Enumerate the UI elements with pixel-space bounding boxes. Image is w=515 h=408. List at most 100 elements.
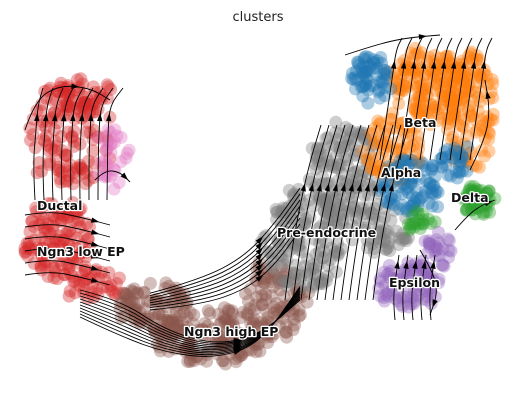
cell-point bbox=[433, 72, 447, 86]
stream-arrow bbox=[440, 60, 447, 69]
stream-arrow bbox=[52, 113, 58, 122]
cell-point bbox=[333, 193, 347, 207]
cell-point bbox=[426, 179, 440, 193]
cell-point bbox=[335, 242, 349, 256]
cell-point bbox=[409, 81, 423, 95]
cell-point bbox=[482, 132, 496, 146]
cell-point bbox=[480, 110, 494, 124]
cell-point bbox=[431, 200, 445, 214]
cell-point bbox=[333, 141, 347, 155]
cell-point bbox=[67, 275, 81, 289]
cell-point bbox=[399, 182, 413, 196]
cell-point bbox=[221, 303, 235, 317]
cell-point bbox=[106, 285, 120, 299]
cell-point bbox=[432, 236, 446, 250]
cell-point bbox=[414, 46, 428, 60]
cell-point bbox=[423, 277, 436, 291]
cell-point bbox=[300, 265, 314, 279]
cell-point bbox=[226, 315, 240, 329]
cell-point bbox=[54, 175, 68, 189]
cell-point bbox=[170, 315, 184, 329]
stream-arrow bbox=[70, 113, 76, 122]
streamline bbox=[24, 236, 111, 250]
cell-point bbox=[212, 307, 226, 321]
cell-point bbox=[404, 199, 418, 213]
cell-point bbox=[389, 162, 403, 176]
cell-point bbox=[288, 318, 301, 332]
cell-point bbox=[341, 207, 355, 221]
cell-point bbox=[430, 233, 443, 247]
cell-point bbox=[388, 80, 402, 94]
cell-point bbox=[67, 124, 81, 138]
cell-point bbox=[155, 313, 169, 327]
cell-point bbox=[370, 135, 384, 149]
cell-point bbox=[399, 211, 413, 225]
cell-point bbox=[124, 284, 138, 298]
cell-point bbox=[442, 250, 456, 264]
cell-point bbox=[122, 143, 136, 157]
cell-point bbox=[273, 276, 287, 290]
cell-point bbox=[356, 174, 369, 187]
cell-point bbox=[60, 97, 74, 111]
cell-point bbox=[95, 265, 109, 279]
cell-point bbox=[421, 212, 435, 226]
cell-point bbox=[108, 123, 122, 137]
cell-point bbox=[40, 255, 53, 269]
cell-point bbox=[331, 132, 345, 146]
cell-point bbox=[467, 65, 481, 79]
cell-point bbox=[171, 319, 185, 333]
cell-point bbox=[160, 313, 174, 327]
cell-point bbox=[32, 244, 46, 258]
cell-point bbox=[165, 327, 179, 341]
cell-point bbox=[391, 87, 405, 101]
cell-point bbox=[463, 51, 477, 65]
cell-point bbox=[49, 233, 63, 246]
cell-point bbox=[112, 287, 126, 300]
cell-point bbox=[393, 161, 407, 175]
cell-point bbox=[74, 105, 87, 119]
cell-point bbox=[181, 320, 195, 334]
cell-point bbox=[198, 317, 212, 330]
cell-point bbox=[219, 328, 233, 342]
cell-point bbox=[380, 68, 393, 82]
cell-point bbox=[465, 109, 478, 123]
cell-point bbox=[407, 66, 421, 79]
cell-point bbox=[131, 287, 145, 301]
cell-point bbox=[425, 185, 438, 199]
cell-point bbox=[381, 139, 395, 153]
cell-point bbox=[312, 188, 326, 202]
cell-point bbox=[186, 317, 200, 331]
cell-point bbox=[309, 157, 323, 171]
cell-point bbox=[124, 294, 138, 308]
cell-point bbox=[439, 150, 452, 164]
cell-point bbox=[18, 244, 32, 258]
cell-point bbox=[310, 149, 324, 163]
streamline bbox=[149, 229, 301, 311]
cluster-label-ngn3-high-ep: Ngn3 high EP bbox=[184, 324, 278, 339]
cell-point bbox=[407, 203, 421, 216]
cell-point bbox=[397, 178, 411, 191]
cell-point bbox=[434, 152, 448, 166]
cell-point bbox=[410, 70, 424, 84]
cell-point bbox=[49, 93, 63, 106]
cell-point bbox=[431, 242, 445, 256]
cell-point bbox=[414, 93, 428, 107]
streamline bbox=[149, 205, 301, 301]
cell-point bbox=[47, 271, 61, 285]
cell-point bbox=[390, 224, 403, 238]
cell-point bbox=[369, 176, 383, 190]
cell-point bbox=[453, 166, 467, 180]
cell-point bbox=[163, 315, 177, 329]
cell-point bbox=[439, 76, 453, 90]
cell-point bbox=[455, 149, 469, 163]
streamline bbox=[79, 295, 301, 348]
cell-point bbox=[472, 190, 486, 204]
cell-point bbox=[246, 314, 260, 328]
stream-arrow bbox=[308, 183, 314, 192]
cell-point bbox=[30, 104, 44, 118]
cell-point bbox=[448, 108, 462, 121]
cell-point bbox=[72, 203, 86, 217]
cell-point bbox=[110, 276, 123, 290]
cell-point bbox=[410, 104, 424, 118]
cell-point bbox=[475, 119, 489, 133]
